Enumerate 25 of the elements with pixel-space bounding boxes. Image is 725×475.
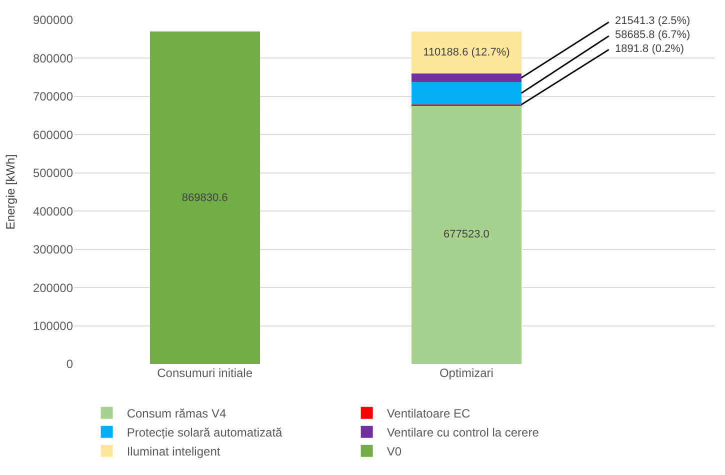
y-tick-label: 600000 [32, 128, 74, 142]
y-tick-label: 200000 [32, 280, 74, 295]
legend-label: Iluminat inteligent [126, 444, 221, 459]
y-tick-label: 900000 [32, 13, 74, 28]
legend-label: V0 [386, 444, 402, 459]
y-tick-label: 700000 [32, 90, 74, 104]
y-tick-label: 300000 [32, 242, 74, 257]
legend-label: Ventilatoare EC [386, 406, 471, 421]
y-tick-label: 500000 [32, 166, 74, 180]
y-axis-title: Energie [kWh] [3, 154, 18, 230]
data-label: 869830.6 [182, 192, 228, 204]
y-tick-label: 400000 [32, 204, 74, 218]
data-label: 677523.0 [444, 228, 490, 241]
data-label: 1891.8 (0.2%) [615, 43, 684, 55]
legend-label: Protecție solară automatizată [126, 426, 283, 440]
y-tick-label: 100000 [32, 318, 74, 333]
y-tick-label: 0 [66, 357, 74, 372]
data-label: 110188.6 (12.7%) [423, 46, 510, 59]
data-label: 58685.8 (6.7%) [615, 29, 690, 41]
y-tick-label: 800000 [32, 51, 74, 66]
legend-label: Ventilare cu control la cerere [386, 426, 540, 440]
legend-label: Consum rămas V4 [126, 406, 227, 421]
x-tick-label: Consumuri initiale [157, 366, 253, 380]
x-tick-label: Optimizari [439, 366, 494, 380]
data-label: 21541.3 (2.5%) [615, 15, 690, 27]
